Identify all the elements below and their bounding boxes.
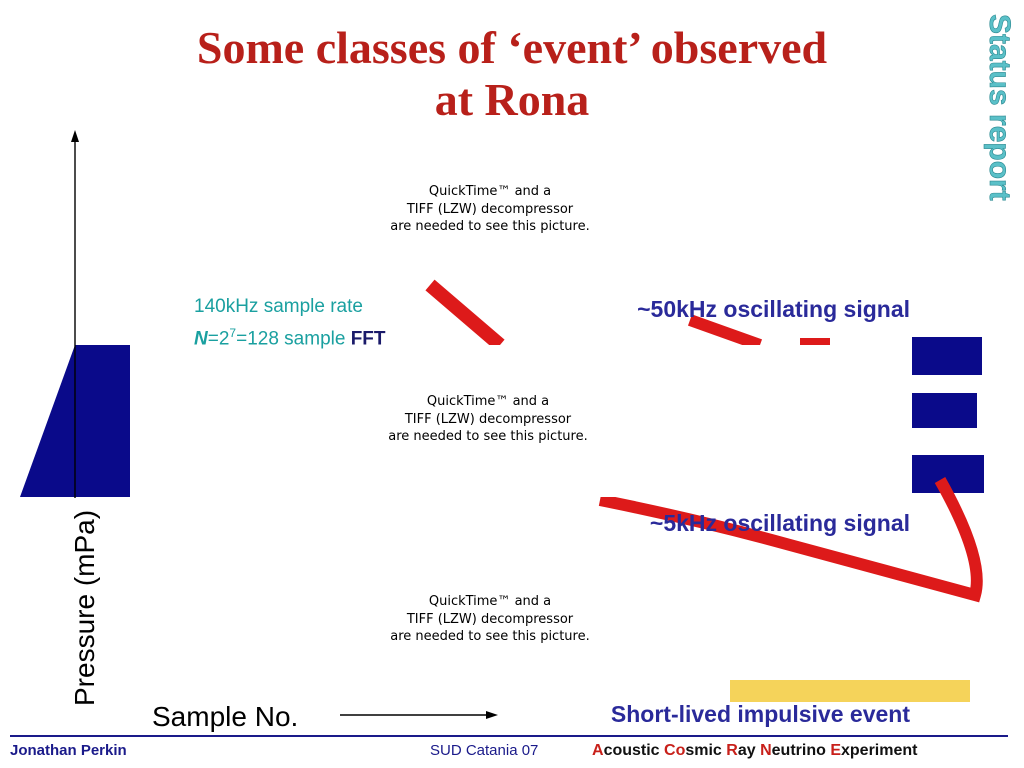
y-axis-arrow bbox=[71, 130, 79, 498]
x-axis-label: Sample No. bbox=[152, 701, 299, 732]
signal-5khz-label: ~5kHz oscillating signal bbox=[649, 510, 910, 536]
y-axis-label-text: Pressure (mPa) bbox=[69, 510, 100, 706]
title-line-1: Some classes of ‘event’ observed bbox=[196, 22, 828, 73]
signal-50khz-label: ~50kHz oscillating signal bbox=[637, 296, 910, 322]
image-placeholder-top: QuickTime™ and a TIFF (LZW) decompressor… bbox=[390, 184, 590, 234]
side-label-text: Status report bbox=[983, 14, 1016, 201]
bg-bar-2 bbox=[912, 393, 977, 428]
title-line-2: at Rona bbox=[434, 74, 590, 125]
sample-rate-note: 140kHz sample rate bbox=[194, 296, 363, 317]
impulsive-event-label: Short-lived impulsive event bbox=[610, 701, 910, 727]
image-placeholder-middle: QuickTime™ and a TIFF (LZW) decompressor… bbox=[388, 394, 588, 444]
side-label-status-report: Status report bbox=[983, 14, 1017, 201]
y-axis-label: Pressure (mPa) bbox=[69, 510, 100, 706]
bg-red-stroke-2 bbox=[687, 314, 763, 351]
x-axis-arrow bbox=[340, 711, 498, 719]
fft-note: N=27=128 sample FFT bbox=[194, 326, 386, 350]
footer-author: Jonathan Perkin bbox=[10, 742, 127, 759]
slide-title: Some classes of ‘event’ observed at Rona bbox=[0, 22, 1024, 126]
bg-red-stroke-3 bbox=[598, 477, 983, 603]
bg-red-stroke-1 bbox=[425, 279, 505, 351]
footer-event: SUD Catania 07 bbox=[430, 742, 539, 759]
footer-acronym: Acoustic Cosmic Ray Neutrino Experiment bbox=[592, 742, 918, 759]
footer-divider bbox=[10, 735, 1008, 737]
bg-yellow-block bbox=[730, 680, 970, 702]
background-artwork bbox=[20, 279, 984, 702]
image-placeholder-bottom: QuickTime™ and a TIFF (LZW) decompressor… bbox=[390, 594, 590, 644]
bg-white-band bbox=[130, 345, 912, 497]
bg-bar-1 bbox=[912, 337, 982, 375]
